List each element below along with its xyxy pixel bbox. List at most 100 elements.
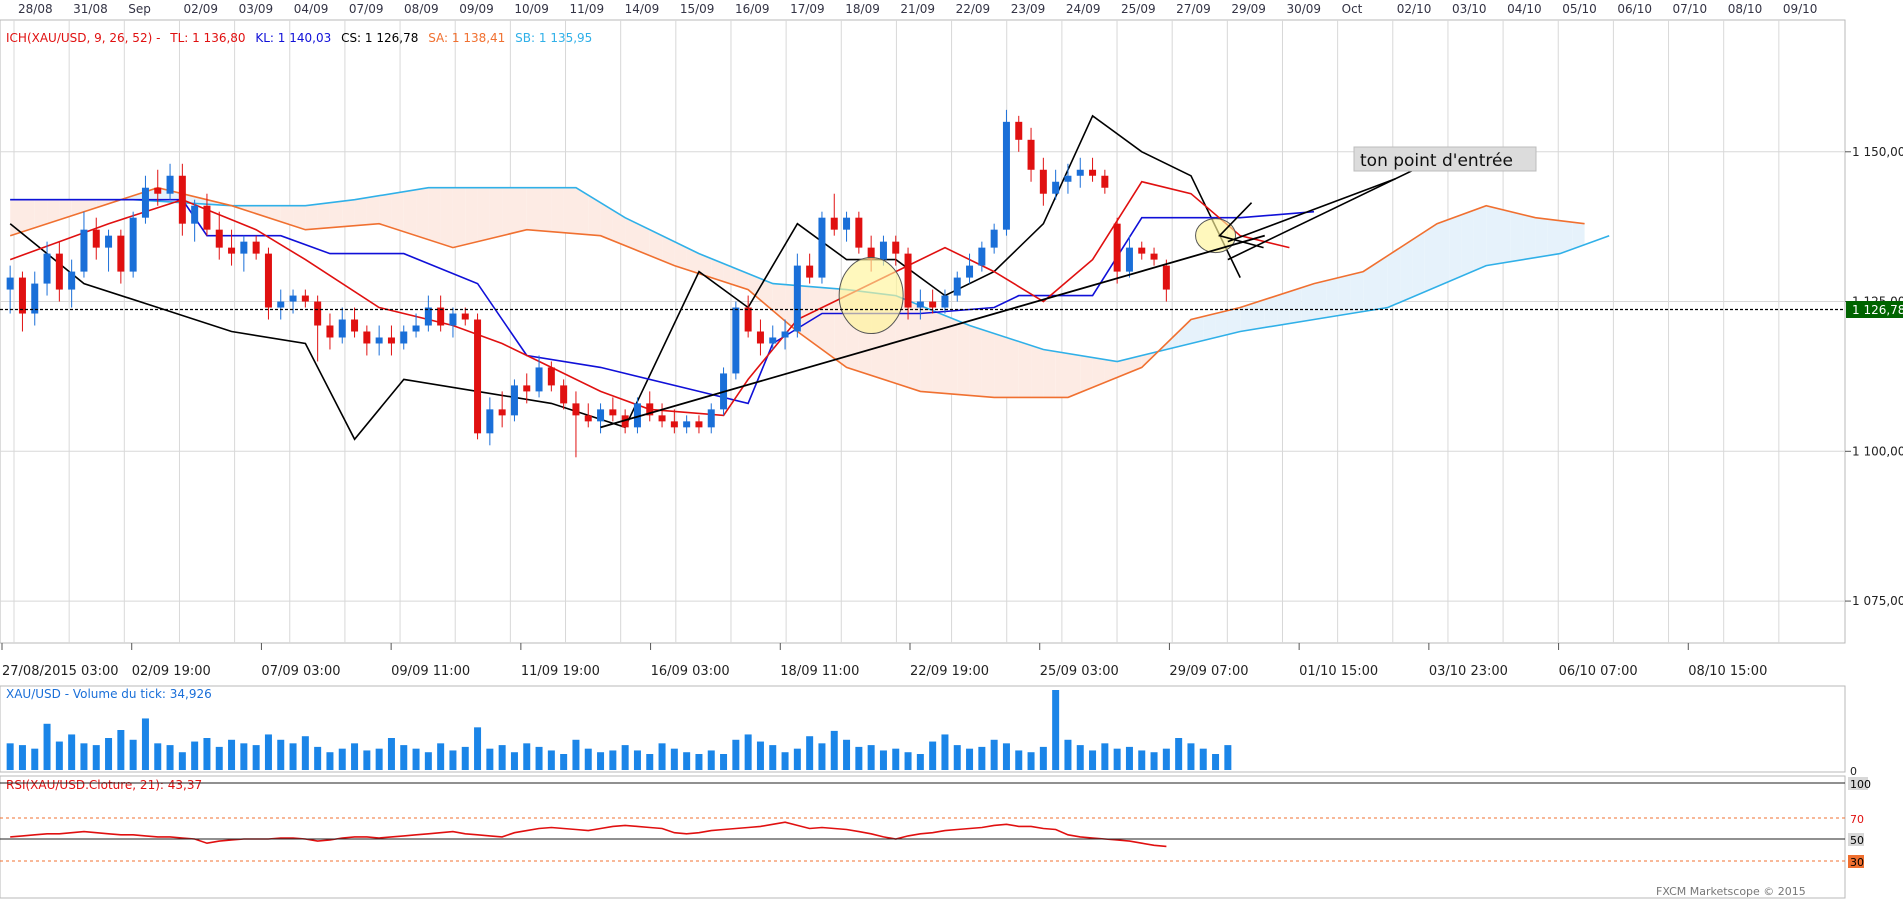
volume-bar (326, 752, 334, 770)
bottom-axis-label: 09/09 11:00 (391, 664, 470, 679)
volume-bar (387, 738, 395, 770)
candle-body (683, 421, 691, 428)
candle-body (6, 277, 14, 290)
volume-title: XAU/USD - Volume du tick: 34,926 (6, 687, 212, 701)
rsi-panel (0, 775, 1846, 899)
top-date-axis: 28/08 31/08 Sep 02/09 03/09 04/09 07/09 08/09 09… (0, 0, 1845, 19)
cloud-segment (1252, 299, 1265, 330)
volume-bar (597, 752, 605, 770)
cloud-segment (465, 187, 478, 245)
volume-bar (683, 752, 691, 770)
volume-bar (1199, 748, 1207, 770)
top-axis-label: 17/09 (790, 2, 825, 16)
highlight-circle-entry[interactable] (1195, 218, 1237, 254)
volume-bar (449, 750, 457, 770)
cloud-segment (268, 205, 281, 222)
legend-chikou: CS: 1 126,78 (341, 31, 418, 45)
volume-bar (1076, 745, 1084, 770)
cloud-segment (416, 187, 429, 240)
volume-bar (141, 718, 149, 770)
cloud-segment (403, 189, 417, 236)
candle-body (1064, 175, 1072, 182)
cloud-segment (686, 247, 699, 274)
candle-body (929, 301, 937, 308)
volume-bar (720, 754, 728, 770)
volume-bar (474, 727, 482, 770)
cloud-segment (1350, 271, 1364, 314)
ichimoku-cloud (10, 187, 1585, 398)
cloud-segment (551, 187, 564, 233)
candle-body (1089, 169, 1097, 176)
volume-bar (1113, 748, 1121, 770)
cloud-segment (440, 187, 453, 248)
volume-bar (879, 750, 887, 770)
cloud-segment (723, 263, 736, 286)
user-drawings (600, 148, 1458, 429)
rsi-50-label: 50 (1850, 834, 1864, 847)
cloud-segment (243, 205, 257, 214)
top-axis-label: 21/09 (900, 2, 935, 16)
cloud-segment (1375, 255, 1388, 310)
cloud-segment (502, 187, 515, 236)
tenkan-sen-line (9, 180, 1290, 417)
candle-body (732, 307, 740, 374)
volume-bar (732, 739, 740, 770)
cloud-segment (1006, 337, 1019, 398)
footer-copyright: FXCM Marketscope © 2015 (1656, 885, 1806, 898)
candle-body (1162, 265, 1170, 290)
candle-body (314, 301, 322, 326)
top-axis-label: 04/09 (294, 2, 329, 16)
volume-bar (830, 730, 838, 770)
candle-body (523, 385, 531, 392)
candle-body (843, 217, 851, 230)
volume-bar (1101, 743, 1109, 770)
cloud-segment (981, 329, 995, 398)
top-axis-label: 11/09 (570, 2, 605, 16)
cloud-segment (945, 315, 958, 395)
volume-bar (941, 734, 949, 770)
candle-body (92, 229, 100, 248)
volume-bar (191, 741, 199, 770)
cloud-segment (1018, 341, 1032, 398)
volume-bar (781, 752, 789, 770)
cloud-segment (305, 204, 318, 230)
rsi-30-label: 30 (1850, 856, 1864, 869)
candle-body (375, 337, 383, 344)
trendline-support[interactable] (600, 234, 1265, 429)
volume-bar (633, 750, 641, 770)
cloud-segment (1560, 220, 1573, 254)
top-axis-label: 15/09 (680, 2, 715, 16)
volume-bar (990, 739, 998, 770)
volume-bar (68, 734, 76, 770)
volume-bar (117, 730, 125, 770)
candle-body (474, 319, 482, 434)
top-axis-label: 04/10 (1507, 2, 1542, 16)
cloud-segment (379, 193, 392, 228)
volume-bar (744, 734, 752, 770)
rsi-50-tag (1848, 833, 1864, 846)
cloud-segment (256, 205, 269, 218)
cloud-segment (354, 197, 367, 226)
candle-body (1101, 175, 1109, 188)
candle-body (166, 175, 174, 194)
cloud-segment (1486, 205, 1499, 266)
price-axis: 1 075,001 100,001 125,001 150,00 (1845, 145, 1903, 608)
volume-bar (818, 743, 826, 770)
candle-body (572, 403, 580, 416)
candle-body (363, 331, 371, 344)
annotation-box[interactable] (1353, 146, 1537, 172)
candle-body (400, 331, 408, 344)
highlight-circle-retest[interactable] (838, 257, 904, 335)
candle-body (289, 295, 297, 302)
volume-bar (461, 746, 469, 770)
entry-arrow[interactable] (1218, 202, 1264, 249)
cloud-segment (920, 305, 933, 393)
candle-body (1113, 223, 1121, 272)
volume-bar (1052, 690, 1060, 770)
trendline-channel-1[interactable] (1227, 177, 1396, 243)
top-axis-label: 14/09 (625, 2, 660, 16)
volume-bar (92, 745, 100, 770)
volume-bar (277, 739, 285, 770)
candle-body (695, 421, 703, 428)
